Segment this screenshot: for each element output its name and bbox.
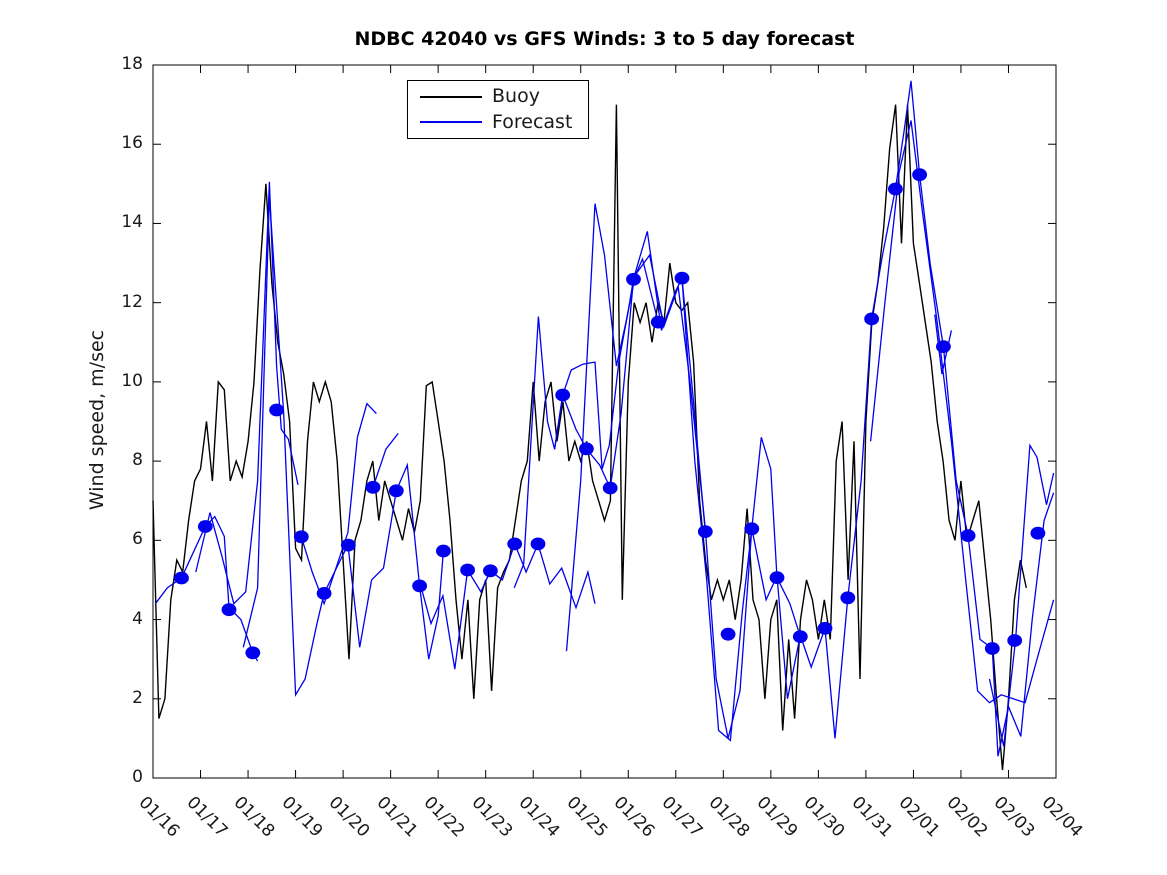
y-tick-label: 16 xyxy=(121,133,143,154)
forecast-marker xyxy=(460,563,475,577)
forecast-line xyxy=(154,515,259,662)
forecast-marker xyxy=(912,168,927,182)
forecast-marker xyxy=(697,525,713,538)
forecast-marker xyxy=(340,538,356,552)
forecast-marker xyxy=(792,630,808,643)
forecast-line xyxy=(242,195,349,697)
y-tick-label: 10 xyxy=(121,370,143,391)
forecast-line xyxy=(847,80,1055,757)
forecast-marker xyxy=(221,603,237,617)
forecast-line xyxy=(553,231,706,532)
forecast-marker xyxy=(436,544,451,558)
forecast-line xyxy=(869,120,1055,704)
forecast-line xyxy=(372,433,399,488)
forecast-marker xyxy=(744,522,760,536)
forecast-marker xyxy=(720,627,736,641)
forecast-marker xyxy=(769,571,785,584)
forecast-marker xyxy=(626,272,641,286)
y-tick-label: 0 xyxy=(132,767,143,787)
buoy-line xyxy=(152,104,1027,771)
forecast-marker xyxy=(579,442,594,456)
axis-box xyxy=(152,64,1057,779)
forecast-line xyxy=(988,443,1055,747)
chart-title: NDBC 42040 vs GFS Winds: 3 to 5 day fore… xyxy=(354,28,855,50)
forecast-marker xyxy=(984,642,1000,655)
legend-item-buoy: Buoy xyxy=(408,85,588,109)
forecast-line xyxy=(347,462,445,660)
forecast-line xyxy=(418,541,596,670)
legend-label-buoy: Buoy xyxy=(492,85,540,108)
forecast-line xyxy=(195,181,299,605)
forecast-marker xyxy=(507,537,523,551)
buoy-line-swatch xyxy=(420,95,482,98)
y-tick-label: 8 xyxy=(132,450,143,471)
y-tick-label: 2 xyxy=(132,687,143,708)
forecast-marker xyxy=(1030,526,1046,540)
forecast-marker xyxy=(602,481,618,495)
y-tick-label: 14 xyxy=(121,212,143,233)
forecast-marker xyxy=(269,403,284,417)
forecast-marker xyxy=(293,530,309,544)
forecast-line-swatch xyxy=(420,121,482,124)
legend-label-forecast: Forecast xyxy=(492,110,573,133)
forecast-marker xyxy=(650,315,666,329)
forecast-marker xyxy=(412,579,427,593)
forecast-line xyxy=(513,257,659,589)
forecast-marker xyxy=(936,340,951,353)
forecast-marker xyxy=(888,182,903,196)
forecast-marker xyxy=(197,520,213,533)
forecast-marker xyxy=(1007,634,1023,647)
forecast-marker xyxy=(316,587,332,600)
legend-item-forecast: Forecast xyxy=(408,110,588,134)
data-series-layer xyxy=(152,80,1055,771)
forecast-marker xyxy=(530,537,546,551)
axis-frame xyxy=(152,64,1057,779)
forecast-marker xyxy=(817,621,833,635)
forecast-marker xyxy=(840,591,856,605)
y-tick-label: 4 xyxy=(132,608,143,629)
forecast-marker xyxy=(960,529,976,542)
forecast-line xyxy=(565,203,753,739)
forecast-line xyxy=(300,402,377,606)
forecast-marker xyxy=(174,571,189,585)
forecast-marker xyxy=(245,646,261,660)
y-tick-label: 12 xyxy=(121,291,143,312)
forecast-marker xyxy=(864,312,879,326)
legend[interactable]: Buoy Forecast xyxy=(407,80,589,139)
forecast-marker xyxy=(555,388,571,402)
forecast-marker xyxy=(365,480,381,494)
forecast-marker xyxy=(674,271,690,285)
forecast-marker xyxy=(388,484,404,498)
y-tick-label: 18 xyxy=(121,54,143,74)
forecast-marker xyxy=(483,564,498,578)
y-tick-label: 6 xyxy=(132,529,143,550)
